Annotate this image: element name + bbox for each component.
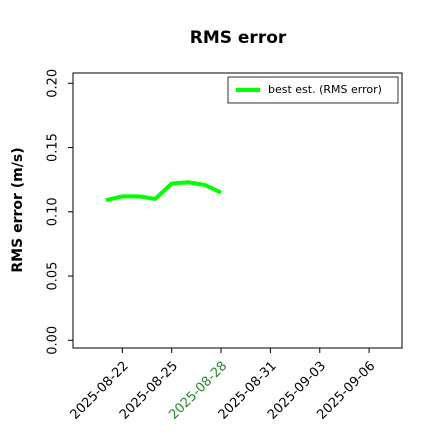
legend-label: best est. (RMS error) xyxy=(268,83,382,96)
y-tick-label: 0.00 xyxy=(46,326,61,355)
y-axis-label: RMS error (m/s) xyxy=(10,147,26,272)
series-line xyxy=(105,180,222,203)
y-tick-label: 0.20 xyxy=(46,69,61,98)
chart-title: RMS error xyxy=(190,28,287,48)
y-tick-label: 0.15 xyxy=(46,133,61,162)
plot-frame xyxy=(72,72,403,349)
y-tick-label: 0.05 xyxy=(46,262,61,291)
y-tick-label: 0.10 xyxy=(46,197,61,226)
